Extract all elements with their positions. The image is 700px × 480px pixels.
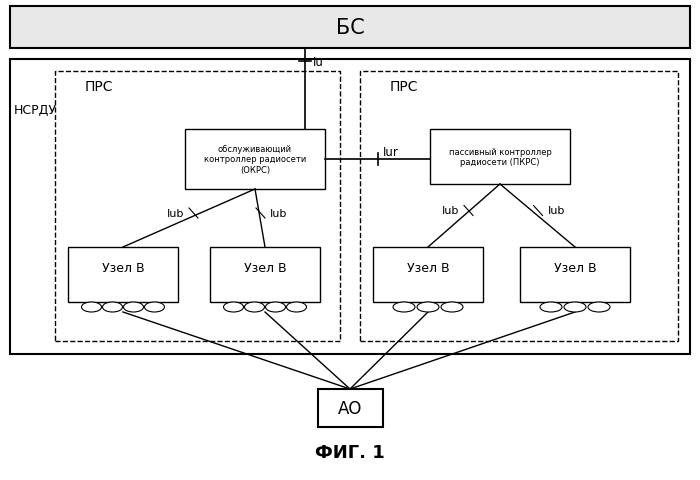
Bar	[10, 7, 690, 49]
Ellipse shape	[564, 302, 586, 312]
Text: Узел B: Узел B	[244, 261, 286, 274]
Ellipse shape	[588, 302, 610, 312]
Bar	[520, 248, 630, 302]
Text: ФИГ. 1: ФИГ. 1	[315, 443, 385, 461]
Ellipse shape	[81, 302, 102, 312]
Bar	[185, 130, 325, 190]
Text: НСРДУ: НСРДУ	[13, 103, 57, 116]
Ellipse shape	[417, 302, 439, 312]
Text: АО: АО	[338, 399, 362, 417]
Ellipse shape	[244, 302, 265, 312]
Bar	[373, 248, 483, 302]
Text: обслуживающий
контроллер радиосети
(ОКРС): обслуживающий контроллер радиосети (ОКРС…	[204, 145, 306, 175]
Bar	[360, 72, 678, 341]
Text: БС: БС	[335, 18, 365, 38]
Text: ПРС: ПРС	[85, 80, 113, 94]
Ellipse shape	[393, 302, 415, 312]
Ellipse shape	[102, 302, 122, 312]
Text: Iur: Iur	[382, 145, 398, 158]
Bar	[10, 60, 690, 354]
Text: Iub: Iub	[167, 209, 184, 218]
Ellipse shape	[144, 302, 164, 312]
Ellipse shape	[540, 302, 562, 312]
Ellipse shape	[441, 302, 463, 312]
Bar	[318, 389, 382, 427]
Text: Iub: Iub	[442, 206, 459, 216]
Text: Узел B: Узел B	[407, 261, 449, 274]
Text: Iu: Iu	[313, 55, 324, 68]
Text: Iub: Iub	[270, 209, 288, 218]
Text: ПРС: ПРС	[390, 80, 419, 94]
Bar	[68, 248, 178, 302]
Text: пассивный контроллер
радиосети (ПКРС): пассивный контроллер радиосети (ПКРС)	[449, 147, 552, 167]
Ellipse shape	[265, 302, 286, 312]
Ellipse shape	[223, 302, 244, 312]
Ellipse shape	[286, 302, 307, 312]
Text: Iub: Iub	[547, 206, 565, 216]
Bar	[55, 72, 340, 341]
Bar	[210, 248, 320, 302]
Bar	[430, 130, 570, 185]
Ellipse shape	[123, 302, 144, 312]
Text: Узел B: Узел B	[554, 261, 596, 274]
Text: Узел B: Узел B	[102, 261, 144, 274]
